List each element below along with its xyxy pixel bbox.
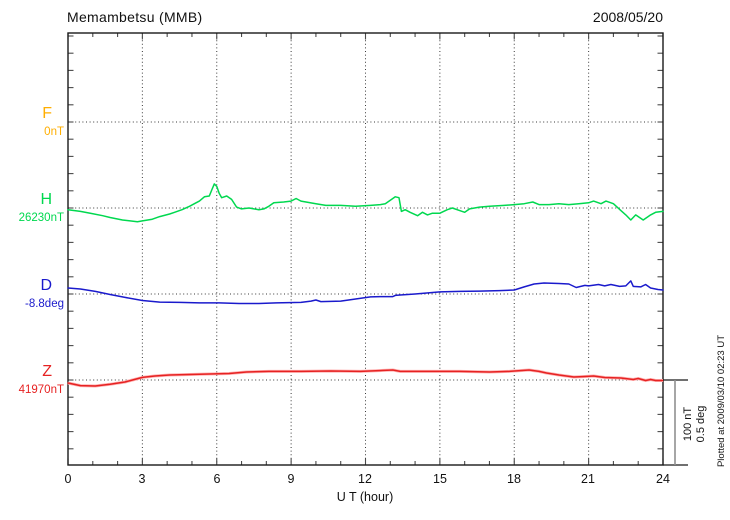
component-baseline-value-f: 0nT [44,126,64,138]
axis-ticks [67,33,664,465]
trace-Z [67,369,664,387]
component-baseline-value-z: 41970nT [18,384,64,396]
trace-H [67,183,664,223]
component-traces [67,183,664,388]
xtick-0: 0 [64,472,72,486]
xtick-9: 9 [287,472,295,486]
xtick-15: 15 [433,472,447,486]
scale-bar-label: 100 nT 0.5 deg [682,382,708,466]
plotted-at-note: Plotted at 2009/03/10 02:23 UT [716,334,727,468]
component-label-f: F [42,105,52,122]
trace-underlay-Z [67,368,663,388]
amplitude-scale-bar [663,379,688,466]
scale-bar-label-deg: 0.5 deg [695,405,707,443]
xtick-18: 18 [507,472,521,486]
trace-D [67,280,664,305]
xtick-24: 24 [656,472,670,486]
component-baseline-value-h: 26230nT [18,212,64,224]
xtick-6: 6 [213,472,221,486]
component-label-h: H [40,191,52,208]
xtick-21: 21 [581,472,595,486]
xtick-12: 12 [358,472,372,486]
x-axis-title: U T (hour) [336,490,394,504]
plot-frame [67,32,664,466]
component-label-z: Z [42,363,52,380]
scale-bar-label-nt: 100 nT [682,406,694,442]
station-title: Memambetsu (MMB) [67,9,203,25]
grid-lines [68,33,663,465]
component-label-d: D [40,277,52,294]
plot-date: 2008/05/20 [592,9,663,25]
component-baseline-value-d: -8.8deg [24,298,64,310]
xtick-3: 3 [138,472,146,486]
